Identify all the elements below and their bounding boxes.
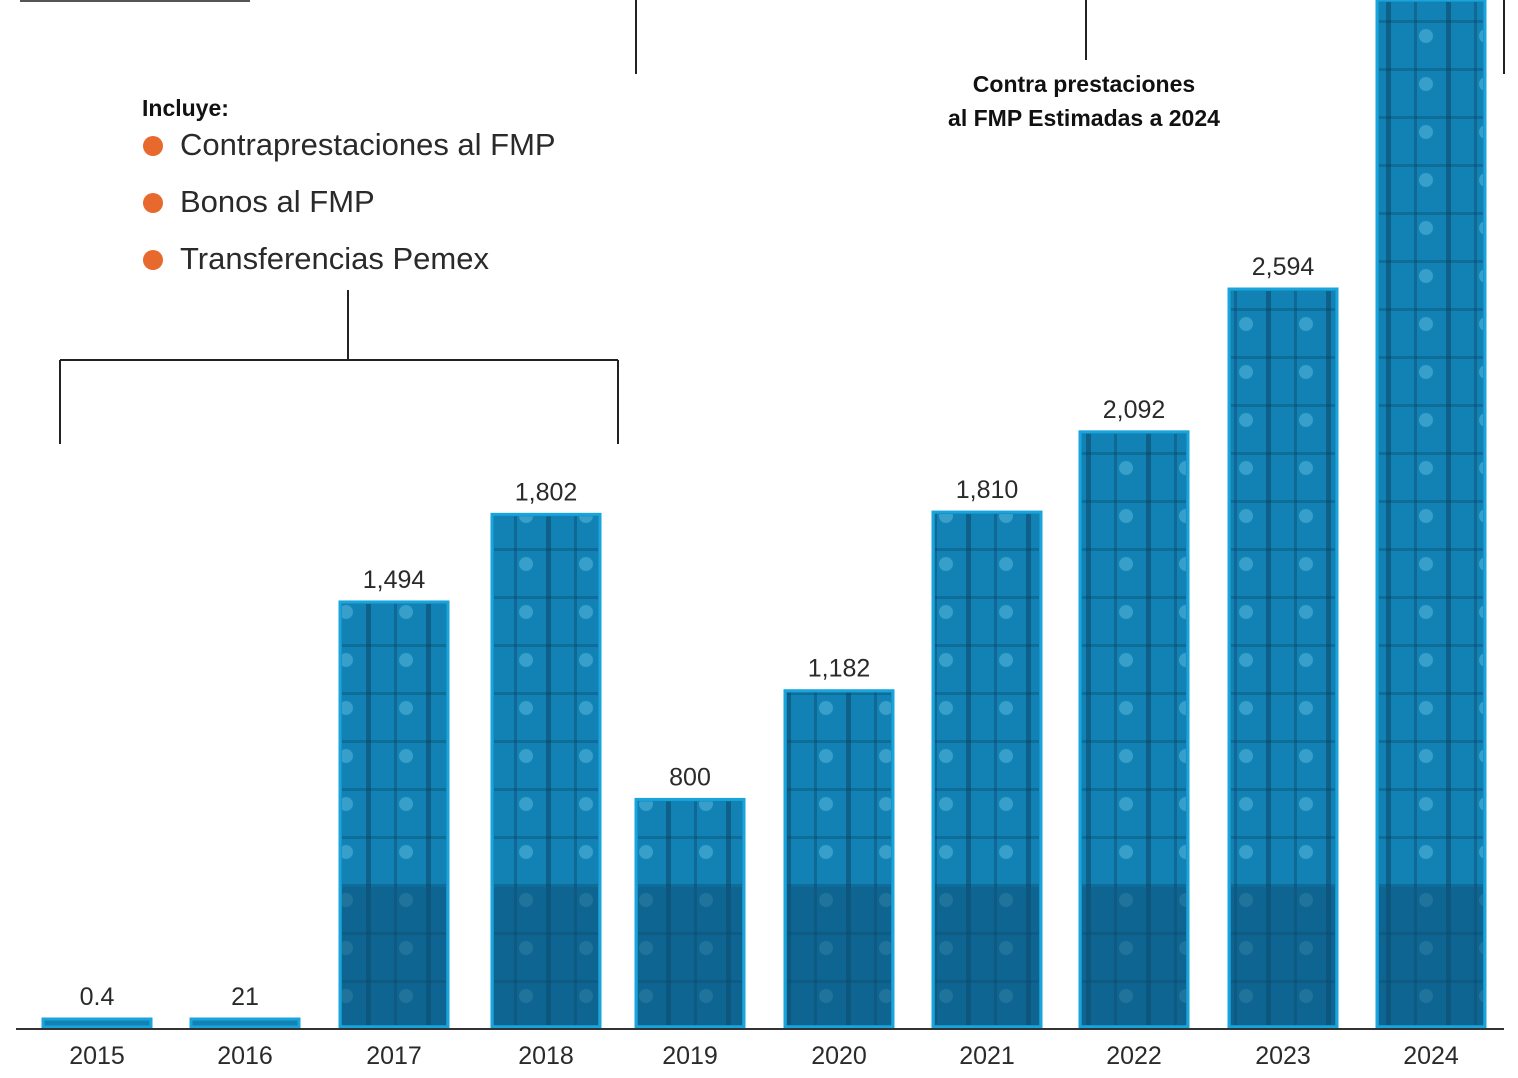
- annotation-line-1: Contra prestaciones: [973, 71, 1195, 97]
- x-tick-2021: 2021: [959, 1042, 1015, 1070]
- annotation-line-2: al FMP Estimadas a 2024: [948, 105, 1220, 131]
- legend-label: Contraprestaciones al FMP: [180, 127, 556, 162]
- x-tick-2015: 2015: [69, 1042, 125, 1070]
- value-label-2018: 1,802: [515, 478, 578, 506]
- legend-bullet: [143, 193, 163, 213]
- bar-2020: [783, 689, 895, 1029]
- legend-title: Incluye:: [142, 95, 229, 121]
- value-label-2015: 0.4: [80, 983, 115, 1011]
- legend-item: Contraprestaciones al FMP: [143, 127, 556, 162]
- bar-2024: [1375, 0, 1487, 1029]
- bar-2016: [189, 1017, 301, 1029]
- bar-2021: [931, 510, 1043, 1029]
- x-tick-2019: 2019: [662, 1042, 718, 1070]
- bar-2019: [634, 797, 746, 1029]
- legend: Incluye: Contraprestaciones al FMP Bonos…: [142, 95, 556, 276]
- annotation: Contra prestaciones al FMP Estimadas a 2…: [948, 71, 1220, 131]
- bar-2018: [490, 512, 602, 1029]
- value-labels: 0.4 21 1,494 1,802 800 1,182 1,810 2,092 2,594: [80, 253, 1315, 1011]
- value-label-2019: 800: [669, 763, 711, 791]
- bars: [41, 0, 1487, 1029]
- bar-2017: [338, 600, 450, 1029]
- value-label-2023: 2,594: [1252, 253, 1315, 281]
- x-tick-2020: 2020: [811, 1042, 867, 1070]
- legend-bracket: [59, 290, 619, 444]
- x-axis-ticks: 2015 2016 2017 2018 2019 2020 2021 2022 2023 2024: [69, 1042, 1459, 1070]
- legend-bullet: [143, 136, 163, 156]
- value-label-2017: 1,494: [363, 566, 426, 594]
- legend-item: Transferencias Pemex: [143, 241, 489, 276]
- legend-label: Bonos al FMP: [180, 184, 375, 219]
- value-label-2020: 1,182: [808, 655, 871, 683]
- legend-label: Transferencias Pemex: [180, 241, 489, 276]
- value-label-2016: 21: [231, 983, 259, 1011]
- value-label-2022: 2,092: [1103, 396, 1166, 424]
- legend-item: Bonos al FMP: [143, 184, 375, 219]
- legend-bullet: [143, 250, 163, 270]
- value-label-2021: 1,810: [956, 476, 1019, 504]
- bar-2022: [1078, 430, 1190, 1029]
- x-tick-2022: 2022: [1106, 1042, 1162, 1070]
- x-tick-2018: 2018: [518, 1042, 574, 1070]
- x-tick-2024: 2024: [1403, 1042, 1459, 1070]
- bar-2015: [41, 1017, 153, 1029]
- x-tick-2016: 2016: [217, 1042, 273, 1070]
- x-tick-2023: 2023: [1255, 1042, 1311, 1070]
- bar-2023: [1227, 287, 1339, 1029]
- x-tick-2017: 2017: [366, 1042, 422, 1070]
